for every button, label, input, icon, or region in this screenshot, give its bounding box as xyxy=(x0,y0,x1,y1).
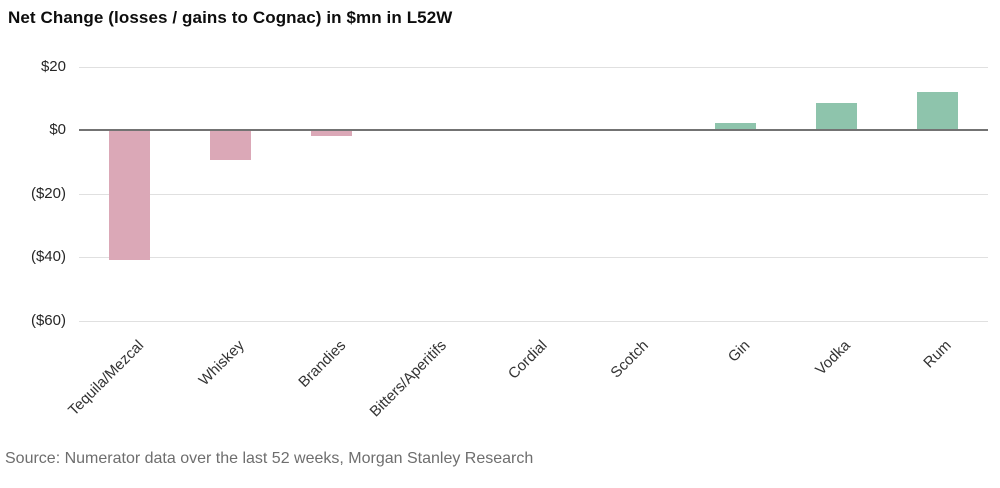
y-tick-label-20: ($20) xyxy=(30,185,66,202)
y-tick-label-20: $20 xyxy=(40,58,66,75)
chart-title: Net Change (losses / gains to Cognac) in… xyxy=(8,8,453,27)
source-note: Source: Numerator data over the last 52 … xyxy=(5,450,534,467)
zero-axis-line xyxy=(79,129,988,131)
gridline-20 xyxy=(79,194,988,195)
bar-tequila-mezcal xyxy=(109,130,150,260)
gridline-40 xyxy=(79,257,988,258)
bar-rum xyxy=(917,92,958,130)
x-label-rum: Rum xyxy=(920,337,956,372)
y-tick-label-40: ($40) xyxy=(30,248,66,265)
bar-brandies xyxy=(311,130,352,136)
y-tick-label-0: $0 xyxy=(49,121,66,138)
bar-vodka xyxy=(816,103,857,130)
x-label-tequila-mezcal: Tequila/Mezcal xyxy=(64,337,148,420)
x-label-brandies: Brandies xyxy=(295,337,350,391)
gridline-20 xyxy=(79,67,988,68)
gridline-60 xyxy=(79,321,988,322)
x-label-vodka: Vodka xyxy=(812,337,855,379)
bar-whiskey xyxy=(210,130,251,160)
y-tick-label-60: ($60) xyxy=(30,312,66,329)
x-label-cordial: Cordial xyxy=(505,337,552,383)
x-label-gin: Gin xyxy=(724,337,754,366)
x-label-bitters-aperitifs: Bitters/Aperitifs xyxy=(366,337,451,421)
x-label-whiskey: Whiskey xyxy=(195,337,249,390)
bar-gin xyxy=(715,123,756,130)
x-label-scotch: Scotch xyxy=(607,337,653,382)
